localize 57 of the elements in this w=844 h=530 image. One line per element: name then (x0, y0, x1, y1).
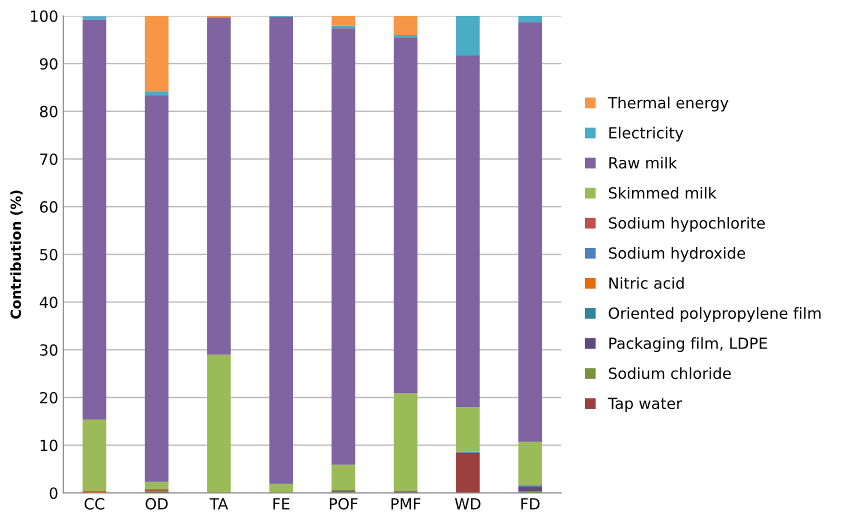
bar (518, 16, 542, 22)
y-tick-label: 10 (40, 440, 58, 452)
bar (518, 486, 542, 491)
bar (144, 96, 168, 482)
legend-label: Tap water (608, 398, 682, 412)
bar (144, 16, 168, 92)
bar (518, 442, 542, 486)
bar (456, 55, 480, 408)
legend-label: Nitric acid (609, 277, 684, 289)
legend-label: Packaging film, LDPE (609, 337, 767, 352)
x-tick-label: TA (210, 498, 228, 510)
legend-label: Thermal energy (608, 96, 728, 112)
x-tick-label: WD (454, 498, 480, 510)
bar (144, 91, 168, 96)
y-tick-label: 90 (40, 58, 58, 70)
bar (144, 482, 168, 490)
bar (207, 354, 231, 493)
x-tick-label: POF (330, 498, 358, 510)
bar (394, 37, 418, 394)
bar (207, 17, 231, 355)
bar (394, 16, 418, 35)
y-tick-label: 50 (40, 248, 58, 260)
bar (456, 452, 480, 493)
bar (269, 16, 293, 484)
bar (332, 28, 356, 465)
bar (456, 16, 480, 56)
y-tick-label: 80 (40, 106, 58, 118)
x-tick-label: CC (84, 498, 104, 510)
y-tick-label: 60 (40, 201, 58, 213)
legend-label: Skimmed milk (608, 186, 717, 199)
x-tick-label: OD (146, 498, 168, 510)
bar (394, 393, 418, 492)
y-axis-title: Contribution (%) (10, 190, 23, 319)
legend-label: Sodium hypochlorite (608, 216, 765, 232)
x-tick-label: FE (273, 498, 290, 510)
bar (269, 484, 293, 493)
y-tick-label: 30 (40, 344, 58, 356)
bar (456, 407, 480, 452)
legend-label: Raw milk (609, 156, 678, 169)
bar (332, 16, 356, 26)
y-tick-label: 70 (40, 153, 58, 166)
bar (332, 464, 356, 491)
bar (518, 22, 542, 442)
x-tick-label: FD (521, 498, 540, 510)
legend-label: Electricity (609, 126, 684, 142)
bar (82, 419, 106, 491)
y-tick-label: 20 (40, 392, 58, 404)
legend-label: Sodium chloride (608, 367, 731, 380)
bar (332, 26, 356, 28)
x-tick-label: PMF (392, 498, 420, 510)
legend-label: Sodium hydroxide (608, 247, 746, 262)
legend-label: Oriented polypropylene film (608, 307, 821, 322)
bar (82, 20, 106, 420)
bar (394, 34, 418, 38)
y-tick-label: 100 (30, 10, 58, 22)
y-tick-label: 0 (50, 487, 58, 499)
y-tick-label: 40 (40, 296, 58, 308)
